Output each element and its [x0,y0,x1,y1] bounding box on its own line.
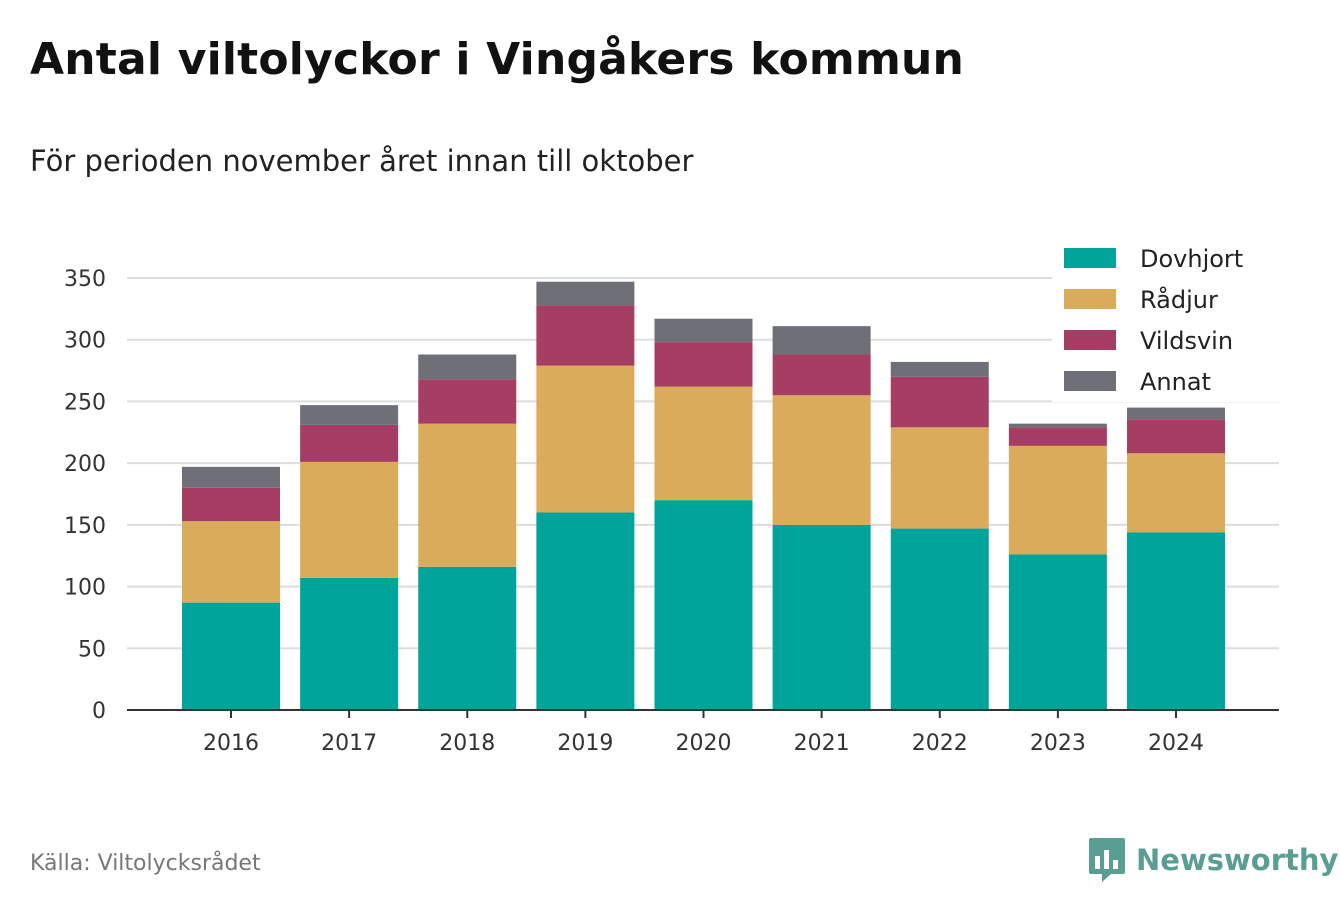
bar-2016-vildsvin [182,487,280,522]
bar-2023-annat [1008,423,1107,428]
legend-label-rådjur: Rådjur [1140,285,1218,314]
bar-2021-rådjur [772,395,871,525]
legend-label-dovhjort: Dovhjort [1140,245,1243,273]
y-axis-ticks: 0 50 100 150 200 250 300 350 [64,267,106,724]
bar-2019-annat [536,281,635,306]
chart-subtitle: För perioden november året innan till ok… [30,144,694,178]
bar-2016-annat [182,466,280,488]
x-tick-label-2016: 2016 [203,731,259,756]
bar-2016-rådjur [182,521,280,603]
y-tick-label-150: 150 [64,514,106,539]
bar-2019-rådjur [536,365,635,513]
bar-2020-annat [654,318,753,343]
y-tick-label-50: 50 [78,637,106,662]
x-tick-label-2020: 2020 [676,731,732,756]
bar-2023-dovhjort [1008,554,1107,710]
bar-2020-rådjur [654,386,753,501]
y-tick-label-250: 250 [64,390,106,415]
brand-name: Newsworthy [1136,843,1339,877]
bar-2017-dovhjort [300,577,399,710]
bar-2024-dovhjort [1127,532,1225,710]
bar-2021-dovhjort [772,524,871,710]
bar-2019-vildsvin [536,305,635,366]
x-tick-label-2019: 2019 [557,731,613,756]
legend-label-annat: Annat [1140,368,1211,396]
y-tick-label-200: 200 [64,452,106,477]
bar-2022-dovhjort [890,528,989,710]
bar-chart-speech-bubble-icon [1089,838,1125,882]
x-axis-ticks: 2016 2017 2018 2019 2020 2021 2022 2023 2024 [203,710,1204,756]
bar-2021-vildsvin [772,354,871,396]
bar-2023-vildsvin [1008,427,1107,446]
bar-2018-rådjur [418,423,517,567]
bar-2017-annat [300,405,399,425]
bar-2022-annat [890,361,989,377]
legend-swatch-vildsvin [1064,330,1116,350]
bar-2024-vildsvin [1127,419,1225,454]
source-note: Källa: Viltolycksrådet [30,851,261,876]
y-tick-label-350: 350 [64,267,106,292]
x-tick-label-2023: 2023 [1030,731,1086,756]
bar-2018-dovhjort [418,566,517,710]
legend-swatch-annat [1064,371,1116,391]
bar-2023-rådjur [1008,445,1107,555]
x-tick-label-2017: 2017 [321,731,377,756]
legend-swatch-rådjur [1064,289,1116,309]
bar-2018-vildsvin [418,379,517,424]
chart-title: Antal viltolyckor i Vingåkers kommun [30,34,965,85]
y-tick-label-0: 0 [92,699,106,724]
legend: Dovhjort Rådjur Vildsvin Annat [1052,236,1282,402]
bar-2020-vildsvin [654,342,753,387]
newsworthy-logo: Newsworthy [1088,836,1338,884]
bar-2020-dovhjort [654,500,753,710]
bar-2022-vildsvin [890,376,989,428]
legend-swatch-dovhjort [1064,248,1116,268]
x-tick-label-2024: 2024 [1148,731,1204,756]
bar-2019-dovhjort [536,512,635,710]
bar-2024-annat [1127,407,1225,420]
bar-2024-rådjur [1127,453,1225,533]
y-tick-label-100: 100 [64,576,106,601]
bar-2018-annat [418,354,517,380]
x-tick-label-2022: 2022 [912,731,968,756]
bar-2022-rådjur [890,427,989,529]
x-tick-label-2021: 2021 [794,731,850,756]
bar-2021-annat [772,326,871,355]
legend-label-vildsvin: Vildsvin [1140,327,1233,355]
bar-2017-rådjur [300,461,399,578]
bars [182,281,1225,710]
bar-2017-vildsvin [300,424,399,462]
bar-2016-dovhjort [182,602,280,710]
x-tick-label-2018: 2018 [439,731,495,756]
y-tick-label-300: 300 [64,329,106,354]
